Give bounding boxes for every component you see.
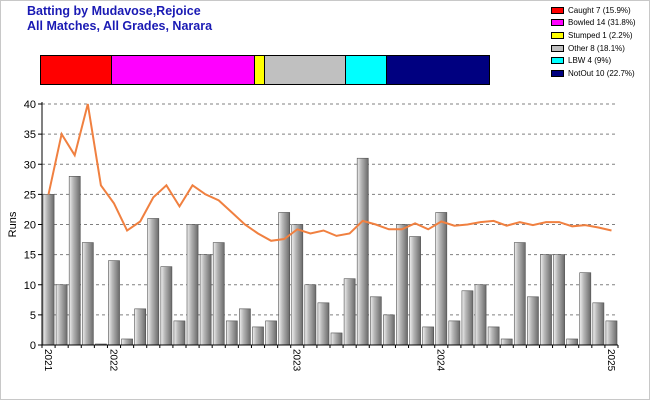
runs-bar xyxy=(396,224,408,346)
runs-bar xyxy=(527,296,539,346)
legend-swatch xyxy=(551,6,564,14)
runs-bar xyxy=(540,254,552,346)
runs-bar xyxy=(356,157,369,346)
chart-subtitle: All Matches, All Grades, Narara xyxy=(27,19,213,33)
legend-label: LBW 4 (9%) xyxy=(568,56,612,66)
x-tick-label: 2024 xyxy=(435,349,446,372)
legend-label: Bowled 14 (31.8%) xyxy=(568,18,636,28)
y-tick-label: 40 xyxy=(24,99,36,111)
average-line xyxy=(47,103,612,242)
runs-bar xyxy=(605,320,618,346)
runs-bar xyxy=(330,332,343,346)
runs-bar xyxy=(383,314,395,346)
legend-swatch xyxy=(551,57,564,65)
runs-bar xyxy=(553,254,565,346)
legend-label: Other 8 (18.1%) xyxy=(568,43,625,53)
legend-item: Bowled 14 (31.8%) xyxy=(551,17,636,30)
runs-bar xyxy=(68,176,81,346)
legend-item: LBW 4 (9%) xyxy=(551,54,636,67)
runs-bar xyxy=(409,236,421,346)
runs-bar xyxy=(147,218,160,346)
runs-bar xyxy=(81,242,94,346)
x-tick-label: 2021 xyxy=(42,349,53,372)
runs-bar xyxy=(160,266,173,346)
runs-bar xyxy=(55,284,68,346)
runs-bar xyxy=(108,260,120,346)
runs-bar xyxy=(291,224,304,346)
runs-bar xyxy=(566,338,579,346)
legend-item: NotOut 10 (22.7%) xyxy=(551,67,636,80)
dismissal-segment xyxy=(387,56,489,84)
runs-bar xyxy=(343,278,356,346)
runs-bar xyxy=(252,326,264,346)
runs-bar xyxy=(579,272,592,346)
runs-bar xyxy=(42,194,55,346)
runs-bar xyxy=(121,338,133,346)
dismissal-segment xyxy=(254,56,265,84)
runs-bar xyxy=(304,284,317,346)
runs-bar xyxy=(369,296,382,346)
dismissal-legend: Caught 7 (15.9%) Bowled 14 (31.8%) Stumped… xyxy=(551,4,636,80)
legend-swatch xyxy=(551,31,564,39)
runs-bar xyxy=(225,320,238,346)
legend-label: NotOut 10 (22.7%) xyxy=(568,68,635,78)
dismissal-segment xyxy=(346,56,388,84)
chart-title: Batting by Mudavose,Rejoice xyxy=(27,4,201,18)
dismissal-segment xyxy=(264,56,347,84)
x-tick-label: 2023 xyxy=(291,349,302,372)
y-tick-label: 25 xyxy=(24,189,36,201)
y-tick-label: 10 xyxy=(24,280,36,292)
y-tick-label: 20 xyxy=(24,220,36,232)
dismissal-segment xyxy=(41,56,113,84)
y-tick-label: 5 xyxy=(30,310,36,322)
runs-bar xyxy=(461,290,474,346)
runs-bar xyxy=(500,338,513,346)
legend-swatch xyxy=(551,69,564,77)
runs-bar xyxy=(448,320,461,346)
runs-bar xyxy=(134,308,147,346)
runs-bar xyxy=(173,320,186,346)
runs-bar xyxy=(186,224,199,346)
y-axis-label: Runs xyxy=(7,211,19,237)
legend-label: Stumped 1 (2.2%) xyxy=(568,30,633,40)
dismissal-proportion-bar xyxy=(40,55,490,85)
y-tick-label: 30 xyxy=(24,159,36,171)
runs-bar xyxy=(435,212,448,346)
legend-item: Stumped 1 (2.2%) xyxy=(551,29,636,42)
runs-bar xyxy=(513,242,526,346)
legend-swatch xyxy=(551,44,564,52)
runs-bar xyxy=(265,320,277,346)
x-tick-label: 2022 xyxy=(107,349,118,372)
runs-bar xyxy=(422,326,435,346)
runs-bar xyxy=(199,254,212,346)
dismissal-segment xyxy=(112,56,255,84)
runs-bar xyxy=(317,302,330,346)
y-tick-label: 0 xyxy=(30,340,36,352)
runs-bar xyxy=(239,308,251,346)
x-tick-label: 2025 xyxy=(605,349,616,372)
y-tick-label: 35 xyxy=(24,129,36,141)
legend-item: Caught 7 (15.9%) xyxy=(551,4,636,17)
runs-bar xyxy=(278,212,291,346)
legend-swatch xyxy=(551,19,564,27)
y-tick-label: 15 xyxy=(24,250,36,262)
runs-bar xyxy=(487,326,500,346)
runs-bar xyxy=(474,284,487,346)
legend-label: Caught 7 (15.9%) xyxy=(568,5,631,15)
legend-item: Other 8 (18.1%) xyxy=(551,42,636,55)
runs-bar xyxy=(592,302,605,346)
runs-bar xyxy=(212,242,225,346)
